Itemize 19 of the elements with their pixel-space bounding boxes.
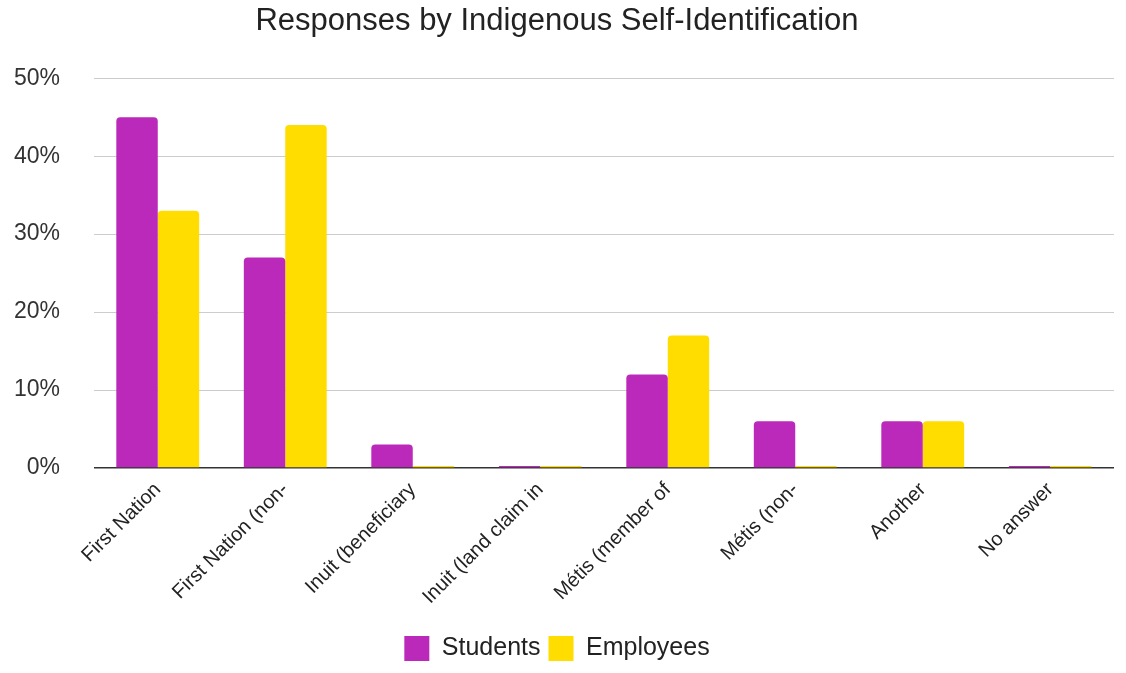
- bar: [753, 421, 796, 468]
- y-tick-label: 0%: [26, 453, 60, 480]
- legend-label: Students: [441, 632, 541, 661]
- bar: [881, 421, 923, 468]
- y-tick-label: 50%: [13, 63, 60, 90]
- bar: [667, 335, 710, 468]
- bar: [371, 444, 413, 468]
- bar: [626, 374, 668, 468]
- legend-label: Employees: [586, 632, 710, 661]
- bar: [922, 421, 965, 468]
- y-tick-label: 40%: [13, 141, 60, 168]
- y-tick-label: 10%: [13, 375, 60, 402]
- y-tick-label: 30%: [13, 219, 60, 246]
- bar: [285, 124, 327, 468]
- bar: [116, 117, 158, 468]
- bar: [157, 210, 200, 468]
- bar: [243, 257, 286, 468]
- chart-title: Responses by Indigenous Self-Identification: [255, 2, 859, 38]
- y-tick-label: 20%: [13, 297, 60, 324]
